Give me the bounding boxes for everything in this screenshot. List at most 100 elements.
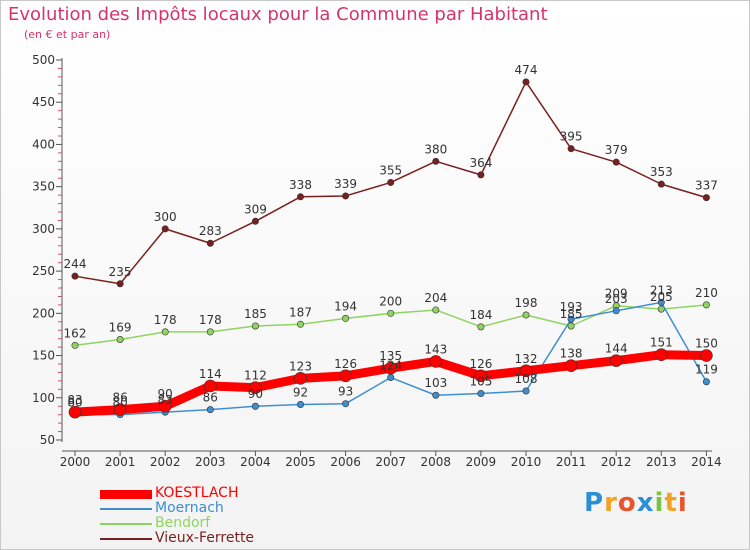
- data-label-bendorf: 205: [650, 290, 673, 304]
- data-label-moernach: 80: [67, 396, 82, 410]
- data-point-bendorf: [251, 322, 259, 330]
- y-tick-label: 50: [40, 433, 55, 447]
- x-tick-label: 2005: [285, 455, 316, 469]
- y-tick-label: 150: [32, 349, 55, 363]
- data-label-vieux-ferrette: 380: [424, 142, 447, 156]
- data-labels: 244 235 300 283 309 338 339 355 380 364 474 395 379 3…: [64, 63, 718, 410]
- data-label-moernach: 83: [158, 393, 173, 407]
- data-point-koestlach: [339, 369, 352, 383]
- data-point-moernach: [432, 391, 440, 399]
- data-label-koestlach: 123: [289, 359, 312, 373]
- data-point-koestlach: [249, 381, 262, 394]
- data-point-koestlach: [564, 359, 578, 372]
- data-point-koestlach: [474, 369, 488, 383]
- data-point-vieux-ferrette: [477, 171, 485, 179]
- data-label-bendorf: 162: [64, 326, 87, 340]
- data-point-koestlach: [294, 372, 307, 385]
- data-label-vieux-ferrette: 309: [244, 202, 267, 216]
- data-label-bendorf: 178: [154, 313, 177, 327]
- legend-swatch: [100, 538, 152, 540]
- data-label-bendorf: 198: [515, 296, 538, 310]
- legend-swatch: [100, 508, 152, 510]
- data-label-koestlach: 132: [515, 352, 538, 366]
- data-point-koestlach: [609, 354, 623, 367]
- data-point-moernach: [567, 315, 575, 323]
- data-point-vieux-ferrette: [206, 239, 214, 247]
- data-label-koestlach: 150: [695, 337, 718, 351]
- x-tick-label: 2010: [511, 455, 542, 469]
- data-point-vieux-ferrette: [522, 78, 530, 86]
- y-tick-label: 250: [32, 264, 55, 278]
- data-point-bendorf: [477, 323, 485, 331]
- x-tick-label: 2012: [601, 455, 632, 469]
- data-point-moernach: [702, 378, 710, 386]
- x-tick-label: 2008: [421, 455, 452, 469]
- data-label-koestlach: 114: [199, 367, 222, 381]
- y-tick-label: 200: [32, 306, 55, 320]
- data-label-moernach: 90: [248, 387, 263, 401]
- data-point-vieux-ferrette: [612, 158, 620, 166]
- data-point-vieux-ferrette: [432, 157, 440, 165]
- data-label-vieux-ferrette: 364: [469, 156, 492, 170]
- data-label-moernach: 92: [293, 386, 308, 400]
- data-label-bendorf: 187: [289, 305, 312, 319]
- data-point-koestlach: [204, 379, 217, 393]
- data-point-bendorf: [296, 320, 304, 328]
- data-label-koestlach: 126: [469, 357, 492, 371]
- data-label-vieux-ferrette: 379: [605, 143, 628, 157]
- data-label-moernach: 193: [560, 300, 583, 314]
- data-label-bendorf: 184: [469, 308, 492, 322]
- data-label-koestlach: 90: [158, 387, 173, 401]
- data-label-moernach: 80: [112, 396, 127, 410]
- data-label-koestlach: 144: [605, 342, 628, 356]
- data-point-vieux-ferrette: [702, 194, 710, 202]
- data-label-moernach: 108: [515, 372, 538, 386]
- legend-swatch: [100, 489, 152, 499]
- x-tick-label: 2006: [330, 455, 361, 469]
- x-tick-label: 2009: [466, 455, 497, 469]
- data-point-vieux-ferrette: [657, 180, 665, 188]
- logo-letter: r: [604, 488, 618, 518]
- data-point-bendorf: [342, 314, 350, 322]
- data-label-moernach: 93: [338, 385, 353, 399]
- data-point-moernach: [342, 400, 350, 408]
- data-point-bendorf: [206, 328, 214, 336]
- data-label-koestlach: 151: [650, 336, 673, 350]
- y-tick-label: 350: [32, 180, 55, 194]
- logo-letter: i: [654, 488, 665, 518]
- data-point-bendorf: [567, 322, 575, 330]
- x-tick-label: 2013: [646, 455, 677, 469]
- x-tick-label: 2014: [691, 455, 722, 469]
- data-label-vieux-ferrette: 338: [289, 178, 312, 192]
- data-point-moernach: [657, 298, 665, 306]
- data-label-koestlach: 126: [334, 357, 357, 371]
- data-label-bendorf: 209: [605, 287, 628, 301]
- data-point-vieux-ferrette: [116, 280, 124, 288]
- data-point-moernach: [387, 374, 395, 382]
- data-point-moernach: [477, 390, 485, 398]
- data-point-bendorf: [432, 306, 440, 314]
- data-label-vieux-ferrette: 339: [334, 177, 357, 191]
- y-tick-label: 400: [32, 137, 55, 151]
- proxiti-logo: Proxiti: [584, 488, 688, 518]
- data-label-vieux-ferrette: 474: [515, 63, 538, 77]
- data-label-vieux-ferrette: 337: [695, 179, 718, 193]
- data-point-bendorf: [522, 311, 530, 319]
- data-point-moernach: [612, 307, 620, 315]
- data-label-koestlach: 135: [379, 349, 402, 363]
- data-point-koestlach: [68, 405, 82, 419]
- data-point-moernach: [206, 406, 214, 414]
- x-tick-label: 2002: [150, 455, 181, 469]
- data-label-moernach: 124: [379, 359, 402, 373]
- legend-label: Bendorf: [155, 515, 211, 531]
- data-point-moernach: [522, 387, 530, 395]
- data-label-moernach: 213: [650, 283, 673, 297]
- data-label-koestlach: 143: [424, 342, 447, 356]
- logo-letter: x: [636, 488, 655, 518]
- logo-letter: t: [664, 488, 678, 518]
- data-label-vieux-ferrette: 355: [379, 163, 402, 177]
- data-point-vieux-ferrette: [387, 178, 395, 186]
- data-label-vieux-ferrette: 395: [560, 130, 583, 144]
